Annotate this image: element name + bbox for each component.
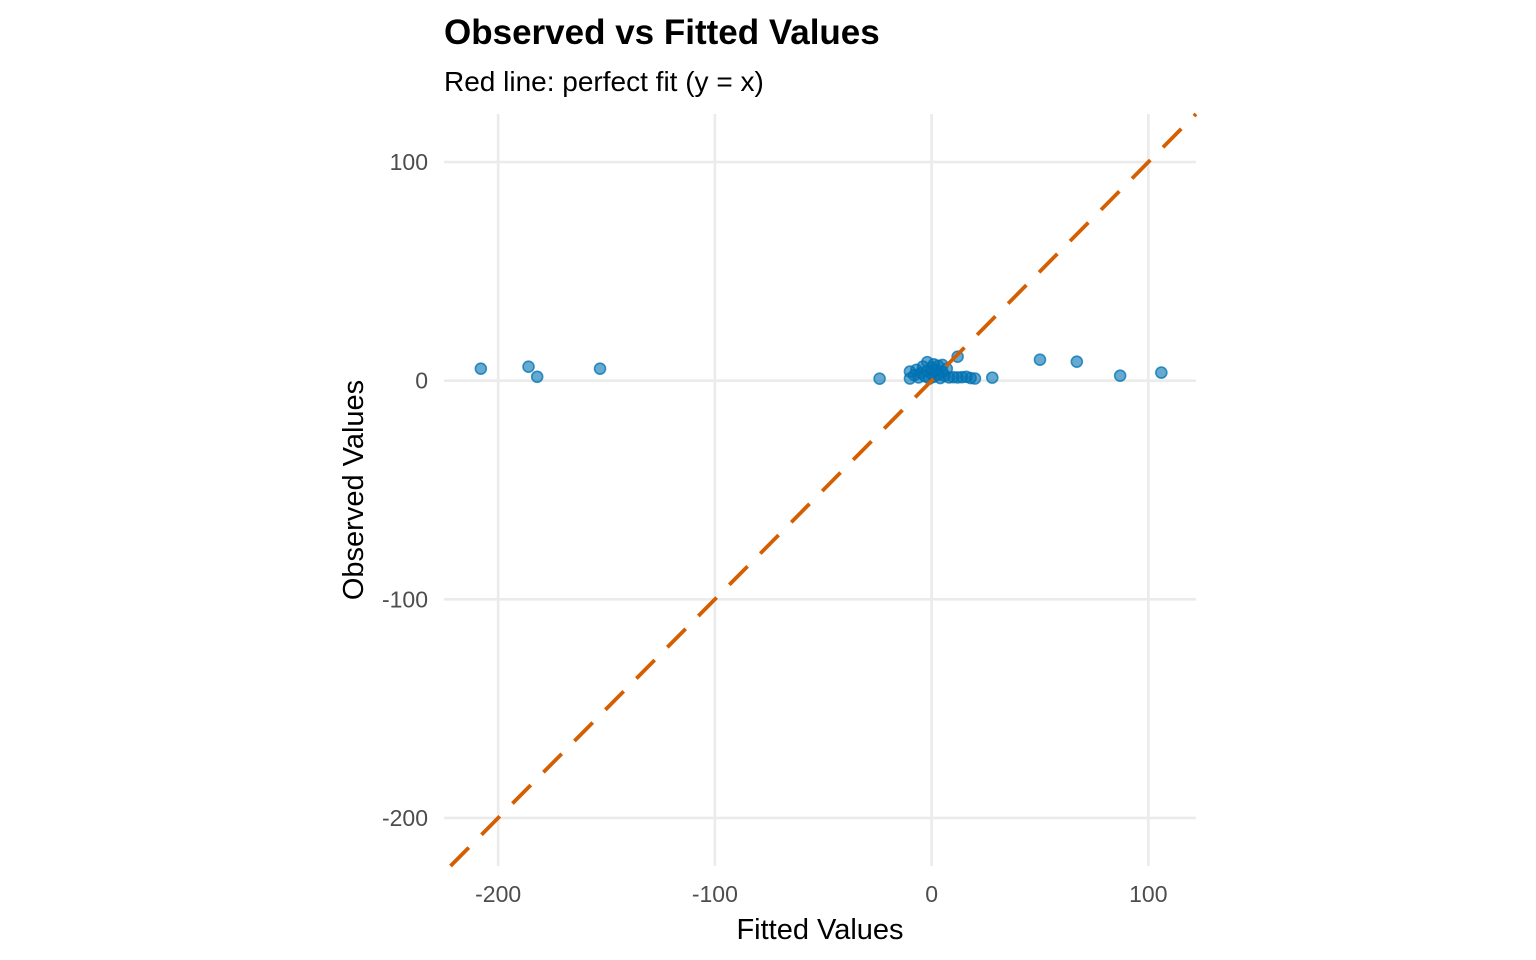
data-point xyxy=(1070,355,1084,368)
tick-labels: -200 -100 0 100 -200 -100 0 100 xyxy=(382,149,1168,907)
y-tick-label: 100 xyxy=(390,149,428,175)
reference-line xyxy=(449,112,1198,868)
x-tick-label: -200 xyxy=(475,881,521,907)
y-tick-label: 0 xyxy=(415,368,428,394)
data-point xyxy=(1113,369,1127,382)
data-point xyxy=(1155,366,1168,379)
data-point xyxy=(593,362,607,375)
chart-subtitle: Red line: perfect fit (y = x) xyxy=(444,66,764,97)
x-tick-label: 0 xyxy=(925,881,938,907)
data-point xyxy=(873,372,886,386)
data-point xyxy=(1033,353,1047,367)
data-point xyxy=(530,370,544,384)
y-axis-title: Observed Values xyxy=(338,380,370,600)
y-tick-label: -100 xyxy=(382,586,428,612)
y-tick-label: -200 xyxy=(382,805,428,831)
x-tick-label: -100 xyxy=(692,881,738,907)
data-point xyxy=(522,360,535,374)
data-point xyxy=(968,372,982,385)
reference-line-layer xyxy=(449,112,1198,868)
chart-title: Observed vs Fitted Values xyxy=(444,13,880,52)
data-points xyxy=(474,350,1168,386)
x-tick-label: 100 xyxy=(1129,881,1167,907)
x-axis-title: Fitted Values xyxy=(736,914,903,946)
data-point xyxy=(985,371,999,384)
gridlines xyxy=(444,114,1196,866)
data-point xyxy=(474,362,488,375)
